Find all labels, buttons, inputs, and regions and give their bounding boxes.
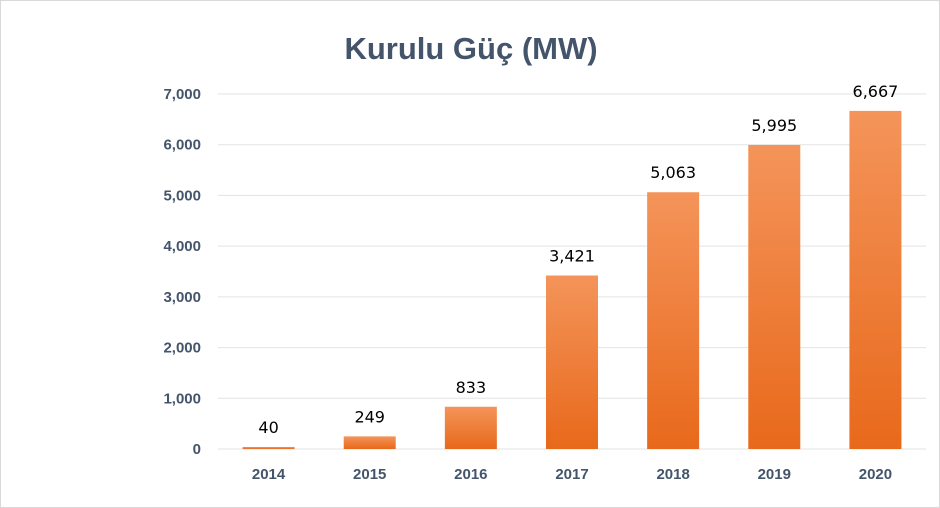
bar-2016 <box>444 406 497 449</box>
chart-title: Kurulu Güç (MW) <box>344 31 597 66</box>
bar-2019 <box>748 144 801 450</box>
x-tick-label-2014: 2014 <box>252 466 286 483</box>
data-label-2014: 40 <box>258 418 278 437</box>
data-label-2018: 5,063 <box>650 163 696 182</box>
data-label-2020: 6,667 <box>853 82 899 101</box>
y-axis: 0 1,000 2,000 3,000 4,000 5,000 6,000 7,000 <box>163 86 201 458</box>
data-label-2017: 3,421 <box>549 247 595 266</box>
y-tick-label: 1,000 <box>163 390 201 407</box>
x-tick-label-2017: 2017 <box>555 466 588 483</box>
x-tick-label-2016: 2016 <box>454 466 487 483</box>
data-label-2019: 5,995 <box>751 116 797 135</box>
data-label-2016: 833 <box>456 378 487 397</box>
x-tick-label-2018: 2018 <box>656 466 689 483</box>
y-tick-label: 5,000 <box>163 187 201 204</box>
bar-2014 <box>242 446 295 449</box>
y-tick-label: 6,000 <box>163 137 201 154</box>
y-tick-label: 4,000 <box>163 238 201 255</box>
y-tick-label: 0 <box>193 441 201 458</box>
bar-2020 <box>849 110 902 450</box>
y-tick-label: 2,000 <box>163 340 201 357</box>
data-labels: 40 249 833 3,421 5,063 5,995 6,667 <box>258 82 898 437</box>
bar-2017 <box>546 275 598 449</box>
y-tick-label: 7,000 <box>163 86 201 103</box>
x-tick-label-2020: 2020 <box>859 466 892 483</box>
x-axis: 2014 2015 2016 2017 2018 2019 2020 <box>252 466 892 483</box>
bar-2015 <box>343 436 396 449</box>
x-tick-label-2015: 2015 <box>353 466 386 483</box>
x-tick-label-2019: 2019 <box>758 466 791 483</box>
bar-2018 <box>647 192 700 449</box>
y-tick-label: 3,000 <box>163 289 201 306</box>
data-label-2015: 249 <box>354 407 385 426</box>
bars <box>242 110 902 450</box>
